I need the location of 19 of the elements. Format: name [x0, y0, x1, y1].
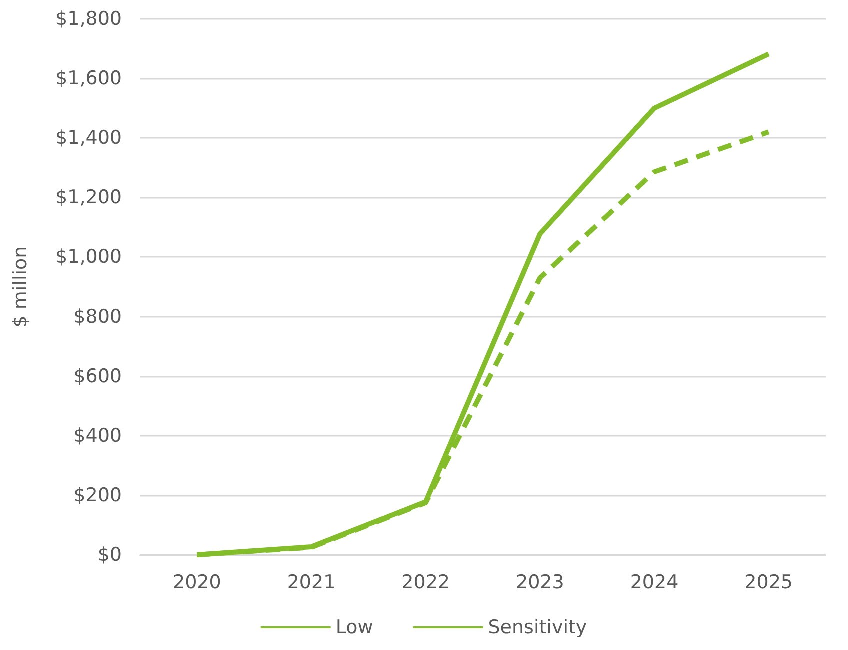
x-tick-label: 2021	[287, 572, 336, 594]
y-tick-label: $200	[74, 484, 122, 506]
legend-label: Sensitivity	[488, 616, 588, 638]
x-tick-label: 2022	[402, 572, 450, 594]
y-tick-label: $400	[74, 424, 122, 447]
y-tick-label: $0	[98, 544, 122, 566]
y-tick-label: $800	[74, 306, 122, 328]
y-axis-title: $ million	[10, 246, 32, 328]
legend-label: Low	[336, 616, 374, 638]
y-tick-label: $1,200	[56, 186, 122, 209]
y-tick-label: $1,000	[56, 246, 122, 268]
x-tick-label: 2023	[516, 572, 564, 594]
x-tick-label: 2025	[744, 572, 794, 594]
y-tick-label: $600	[74, 365, 122, 388]
x-tick-label: 2024	[630, 572, 679, 594]
y-tick-label: $1,400	[56, 127, 122, 150]
x-tick-label: 2020	[172, 572, 222, 594]
y-tick-label: $1,600	[56, 68, 122, 90]
y-tick-label: $1,800	[56, 8, 122, 30]
